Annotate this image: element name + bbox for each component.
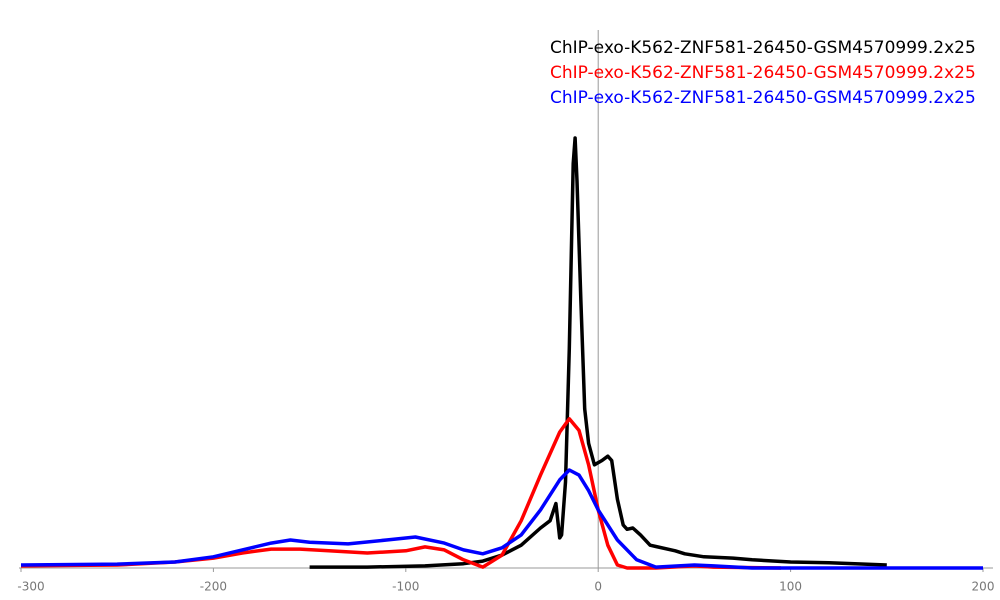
x-tick-label: -200 [200,580,227,594]
series-line [20,417,782,570]
x-tick-label: 0 [594,580,602,594]
series-line [20,468,983,570]
x-tick-label: -300 [17,580,44,594]
x-tick-label: -100 [392,580,419,594]
legend-entry: ChIP-exo-K562-ZNF581-26450-GSM4570999.2x… [550,63,976,83]
legend-entry: ChIP-exo-K562-ZNF581-26450-GSM4570999.2x… [550,38,976,58]
x-tick-label: 200 [972,580,995,594]
x-tick-label: 100 [779,580,802,594]
legend-entry: ChIP-exo-K562-ZNF581-26450-GSM4570999.2x… [550,88,976,108]
series-line [309,136,887,569]
